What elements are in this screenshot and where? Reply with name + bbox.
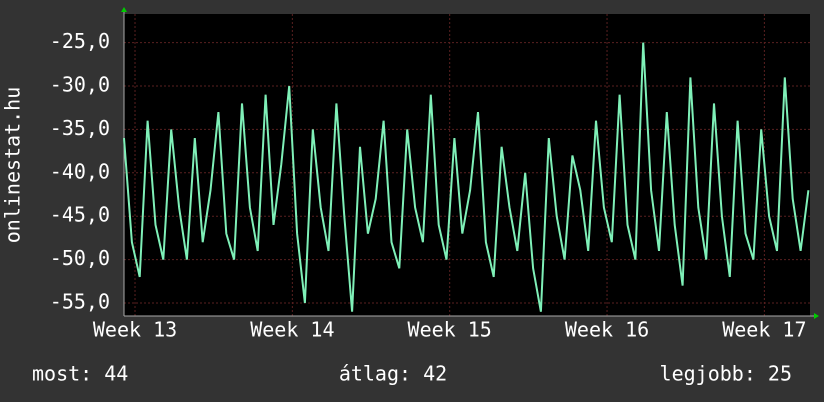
y-tick-label: -35,0 [50, 116, 110, 140]
plot-area [124, 14, 810, 316]
x-tick-label: Week 13 [93, 318, 177, 342]
summary-current: most: 44 [32, 362, 128, 386]
y-tick-label: -45,0 [50, 203, 110, 227]
y-axis-arrow [121, 7, 127, 12]
y-tick-label: -40,0 [50, 159, 110, 183]
x-tick-label: Week 17 [722, 318, 806, 342]
y-axis-label: onlinestat.hu [1, 87, 25, 244]
y-tick-label: -25,0 [50, 29, 110, 53]
x-tick-label: Week 14 [250, 318, 334, 342]
summary-best: legjobb: 25 [660, 362, 792, 386]
x-tick-label: Week 16 [565, 318, 649, 342]
y-tick-label: -50,0 [50, 246, 110, 270]
y-tick-label: -30,0 [50, 73, 110, 97]
x-axis-arrow [814, 313, 819, 319]
summary-average: átlag: 42 [339, 362, 447, 386]
x-tick-label: Week 15 [408, 318, 492, 342]
y-tick-label: -55,0 [50, 289, 110, 313]
data-line [123, 42, 810, 312]
